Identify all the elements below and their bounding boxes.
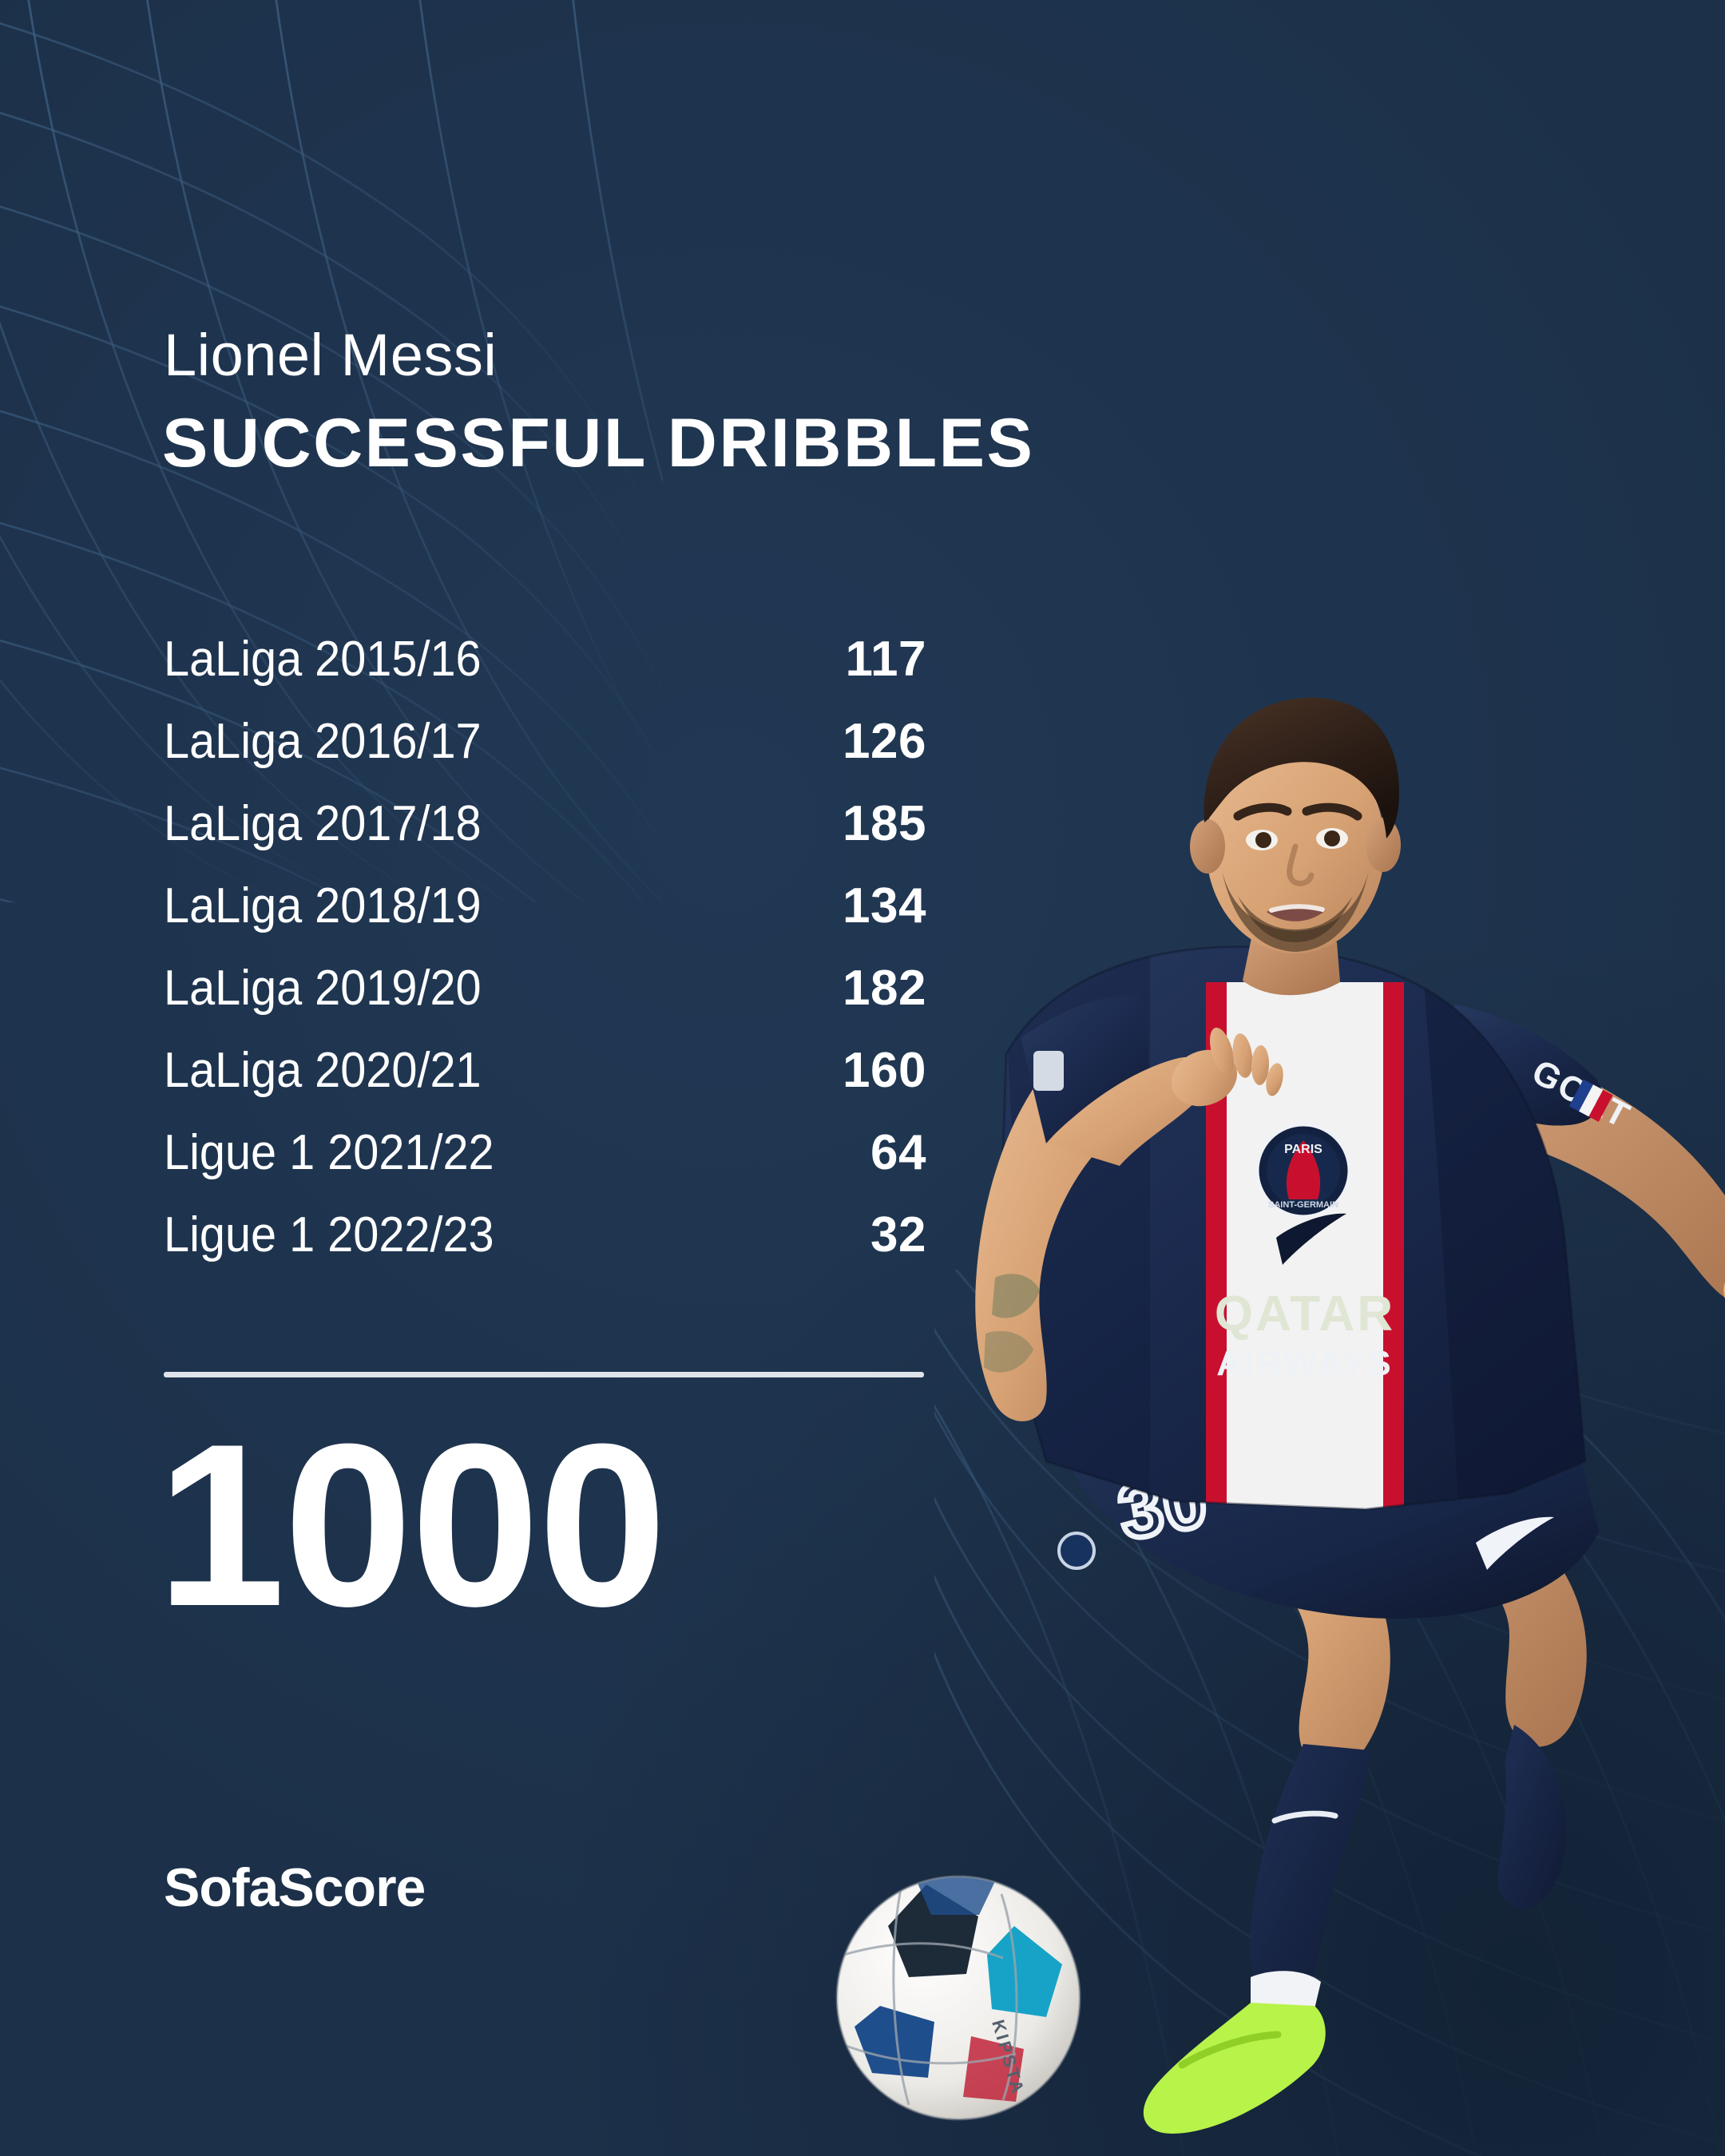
total-divider [164,1372,924,1377]
table-row: Ligue 1 2022/23 32 [164,1207,926,1289]
table-row: Ligue 1 2021/22 64 [164,1124,926,1207]
player-shirt [997,945,1587,1511]
player-head [1190,697,1401,996]
boot-swoosh-icon [1178,2031,1282,2069]
player-front-sock [1250,1744,1370,2006]
sponsor-airways-text: AIRWAYS [1216,1344,1394,1383]
shorts-swoosh-icon [1476,1516,1554,1570]
psg-crest-icon: PARIS SAINT-GERMAIN [1255,1122,1352,1219]
player-photo: GOAT 30 [835,697,1725,2134]
sock-nike-mark-icon [1271,1810,1338,1824]
row-value: 64 [870,1125,926,1180]
table-row: LaLiga 2020/21 160 [164,1042,926,1124]
row-label: LaLiga 2015/16 [164,632,482,687]
table-row: LaLiga 2016/17 126 [164,713,926,795]
shirt-swoosh-icon [1276,1213,1346,1265]
table-row: LaLiga 2017/18 185 [164,795,926,878]
football-ball: KIPSTA [835,1875,1081,2121]
player-name: Lionel Messi [164,322,498,388]
sleeve-patch-icon [1033,1051,1064,1091]
arm-tattoo-2 [984,1330,1033,1373]
page-title: SUCCESSFUL DRIBBLES [162,405,1035,482]
row-label: LaLiga 2018/19 [164,878,482,933]
sponsor-qatar-text: QATAR [1215,1286,1395,1342]
player-back-sock [1497,1725,1567,1909]
shorts-league-patch-icon [1057,1532,1096,1570]
player-left-arm [975,1086,1104,1421]
row-label: LaLiga 2020/21 [164,1043,482,1098]
row-value: 126 [843,714,926,769]
table-row: LaLiga 2018/19 134 [164,878,926,960]
row-value: 117 [845,632,926,687]
row-value: 134 [843,878,926,933]
row-value: 32 [870,1207,926,1262]
sleeve-flag-icon [1568,1079,1613,1122]
row-value: 185 [843,796,926,851]
player-left-forearm [1046,1056,1212,1166]
arm-tattoo [992,1274,1040,1318]
row-label: Ligue 1 2021/22 [164,1125,494,1180]
sock-cuff [1251,1971,1321,2009]
stats-table: LaLiga 2015/16 117 LaLiga 2016/17 126 La… [164,631,926,1289]
player-left-sleeve [1021,994,1150,1143]
svg-text:PARIS: PARIS [1284,1143,1322,1156]
table-row: LaLiga 2019/20 182 [164,960,926,1042]
table-row: LaLiga 2015/16 117 [164,631,926,713]
row-value: 182 [843,961,926,1016]
row-value: 160 [843,1043,926,1098]
row-label: LaLiga 2016/17 [164,714,482,769]
row-label: LaLiga 2017/18 [164,796,482,851]
total-value: 1000 [157,1396,667,1655]
row-label: LaLiga 2019/20 [164,961,482,1016]
row-label: Ligue 1 2022/23 [164,1207,494,1262]
sofascore-logo: SofaScore [164,1857,426,1918]
player-left-hand [1172,1027,1283,1107]
svg-text:SAINT-GERMAIN: SAINT-GERMAIN [1268,1200,1338,1210]
